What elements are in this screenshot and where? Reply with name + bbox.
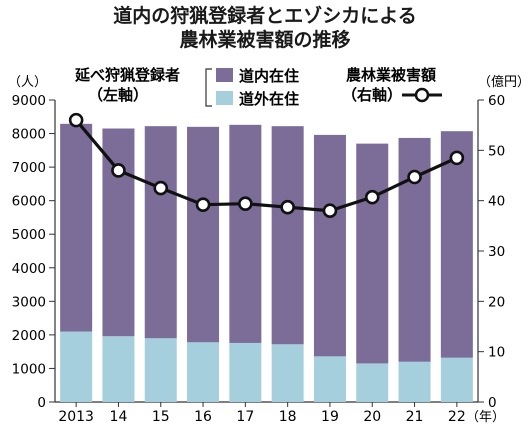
bar-outside-20 <box>356 363 389 402</box>
damage-point-16 <box>195 197 211 212</box>
bar-outside-14 <box>102 336 135 402</box>
left-tick-label: 3000 <box>12 294 46 310</box>
left-tick-label: 9000 <box>12 93 46 109</box>
right-tick-label: 40 <box>488 194 505 210</box>
bar-hokkaido-22 <box>440 131 473 358</box>
bar-outside-17 <box>229 342 262 402</box>
damage-point-18 <box>280 199 295 215</box>
x-tick-label: 15 <box>152 409 170 425</box>
left-tick-label: 8000 <box>12 127 46 143</box>
legend-line-marker <box>414 87 430 103</box>
damage-point-19 <box>322 203 338 219</box>
bar-hokkaido-19 <box>313 134 346 357</box>
damage-point-17 <box>238 196 253 211</box>
legend-bracket <box>205 68 212 107</box>
bar-hokkaido-18 <box>271 126 304 345</box>
bar-outside-16 <box>187 342 220 402</box>
bar-hokkaido-14 <box>102 128 135 337</box>
damage-point-15 <box>153 180 169 196</box>
chart-title-line-2: 農林業被害額の推移 <box>179 29 351 51</box>
legend-swatch-hokkaido <box>216 68 233 82</box>
damage-line <box>74 119 458 213</box>
left-tick-label: 7000 <box>12 160 46 176</box>
chart-title-line-1: 道内の狩猟登録者とエゾシカによる <box>113 5 417 27</box>
left-axis-unit: （人） <box>8 75 47 90</box>
right-axis-unit: （億円） <box>478 74 530 90</box>
x-tick-label: 20 <box>363 409 381 425</box>
x-axis-unit: （年） <box>466 410 505 425</box>
left-tick-label: 6000 <box>12 194 46 210</box>
plot-area: 0 1000 2000 3000 4000 5000 6000 7000 8000 9000 0 10… <box>12 93 506 425</box>
bar-outside-2013 <box>60 331 93 402</box>
right-tick-label: 0 <box>488 395 497 411</box>
legend-swatch-outside <box>216 91 233 105</box>
x-tick-label: 2013 <box>58 409 94 425</box>
bar-hokkaido-17 <box>229 124 262 343</box>
legend-left-group-axis: （左軸） <box>88 86 148 104</box>
legend-hokkaido-label: 道内在住 <box>239 67 299 85</box>
legend-outside-label: 道外在住 <box>239 90 299 108</box>
right-tick-label: 30 <box>488 244 505 260</box>
left-tick-label: 2000 <box>12 328 46 344</box>
damage-point-14 <box>111 163 126 178</box>
right-tick-label: 50 <box>488 143 505 159</box>
left-tick-label: 1000 <box>12 361 46 377</box>
legend: 延べ狩猟登録者 （左軸） 道内在住 道外在住 農林業被害額 （右軸） <box>74 66 442 108</box>
legend-right-group-label: 農林業被害額 <box>346 66 436 84</box>
x-tick-label: 22 <box>448 409 466 425</box>
damage-point-21 <box>407 169 422 185</box>
legend-left-group-label: 延べ狩猟登録者 <box>74 66 180 84</box>
legend-right-group-axis: （右軸） <box>342 86 402 104</box>
x-tick-label: 14 <box>110 409 128 425</box>
bar-hokkaido-16 <box>187 126 220 343</box>
x-tick-label: 21 <box>406 409 424 425</box>
damage-point-22 <box>449 150 465 166</box>
x-tick-label: 17 <box>236 409 254 425</box>
bar-outside-21 <box>398 361 431 402</box>
x-tick-label: 19 <box>321 409 339 425</box>
bar-outside-15 <box>144 338 177 402</box>
right-tick-label: 60 <box>488 93 505 109</box>
bar-hokkaido-2013 <box>60 123 93 332</box>
x-tick-label: 18 <box>279 409 297 425</box>
right-tick-label: 10 <box>488 345 505 361</box>
damage-point-2013 <box>68 112 84 128</box>
bar-outside-18 <box>271 344 304 402</box>
x-tick-label: 16 <box>194 409 212 425</box>
left-tick-label: 5000 <box>12 227 46 243</box>
left-tick-label: 0 <box>37 395 46 411</box>
bar-hokkaido-20 <box>356 143 389 364</box>
damage-point-20 <box>364 189 380 205</box>
bar-hokkaido-15 <box>144 126 177 339</box>
bar-outside-19 <box>313 356 346 402</box>
bar-outside-22 <box>440 357 473 402</box>
left-tick-label: 4000 <box>12 261 46 277</box>
right-tick-label: 20 <box>488 294 505 310</box>
